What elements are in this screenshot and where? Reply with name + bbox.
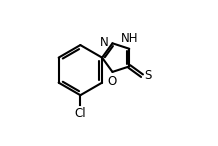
Text: S: S <box>145 69 152 82</box>
Text: N: N <box>100 36 109 49</box>
Text: NH: NH <box>121 32 138 45</box>
Text: Cl: Cl <box>75 107 86 120</box>
Text: O: O <box>108 75 117 88</box>
